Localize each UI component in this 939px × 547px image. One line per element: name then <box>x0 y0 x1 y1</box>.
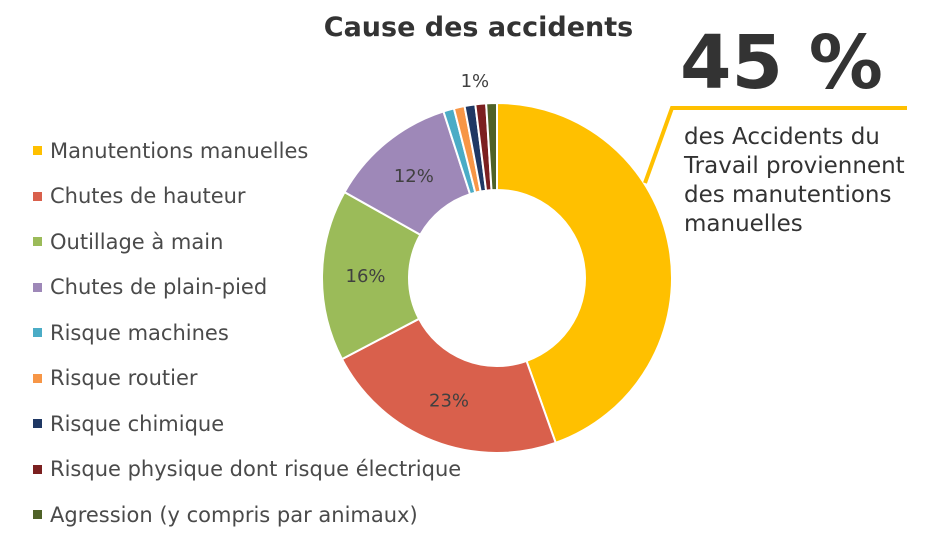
legend-item: Risque chimique <box>33 401 461 447</box>
legend-label: Risque physique dont risque électrique <box>50 457 462 482</box>
legend-swatch <box>33 373 42 383</box>
donut-slice <box>496 101 673 445</box>
slice-data-label: 12% <box>394 166 434 187</box>
legend-label: Manutentions manuelles <box>50 138 309 163</box>
legend-swatch <box>33 328 42 338</box>
slice-data-label: 23% <box>429 390 469 411</box>
legend-item: Outillage à main <box>33 219 461 265</box>
legend-swatch <box>33 419 42 429</box>
legend-label: Risque routier <box>50 366 198 391</box>
legend-item: Risque physique dont risque électrique <box>33 447 461 493</box>
slice-data-label: 1% <box>461 71 490 92</box>
legend-label: Outillage à main <box>50 229 224 254</box>
legend-item: Risque routier <box>33 356 461 402</box>
legend-label: Risque chimique <box>50 411 225 436</box>
legend-item: Agression (y compris par animaux) <box>33 492 461 538</box>
legend-item: Chutes de plain-pied <box>33 265 461 311</box>
chart-title: Cause des accidents <box>323 12 634 43</box>
donut-slice <box>485 101 498 192</box>
callout-text: des Accidents du Travail proviennent des… <box>684 124 905 237</box>
legend-label: Chutes de plain-pied <box>50 275 268 300</box>
legend-item: Manutentions manuelles <box>33 128 461 174</box>
legend-label: Agression (y compris par animaux) <box>50 502 418 527</box>
legend-item: Chutes de hauteur <box>33 174 461 220</box>
slice-data-label: 16% <box>346 266 386 287</box>
legend-label: Risque machines <box>50 320 229 345</box>
legend-swatch <box>33 237 42 247</box>
legend-label: Chutes de hauteur <box>50 184 246 209</box>
chart-legend: Manutentions manuelles Chutes de hauteur O… <box>33 128 461 538</box>
legend-swatch <box>33 191 42 201</box>
legend-item: Risque machines <box>33 310 461 356</box>
legend-swatch <box>33 464 42 474</box>
callout-leader-line <box>643 106 907 184</box>
legend-swatch <box>33 146 42 156</box>
donut-slice <box>340 317 557 454</box>
callout-percentage: 45 % <box>680 20 883 106</box>
legend-swatch <box>33 510 42 520</box>
legend-swatch <box>33 282 42 292</box>
